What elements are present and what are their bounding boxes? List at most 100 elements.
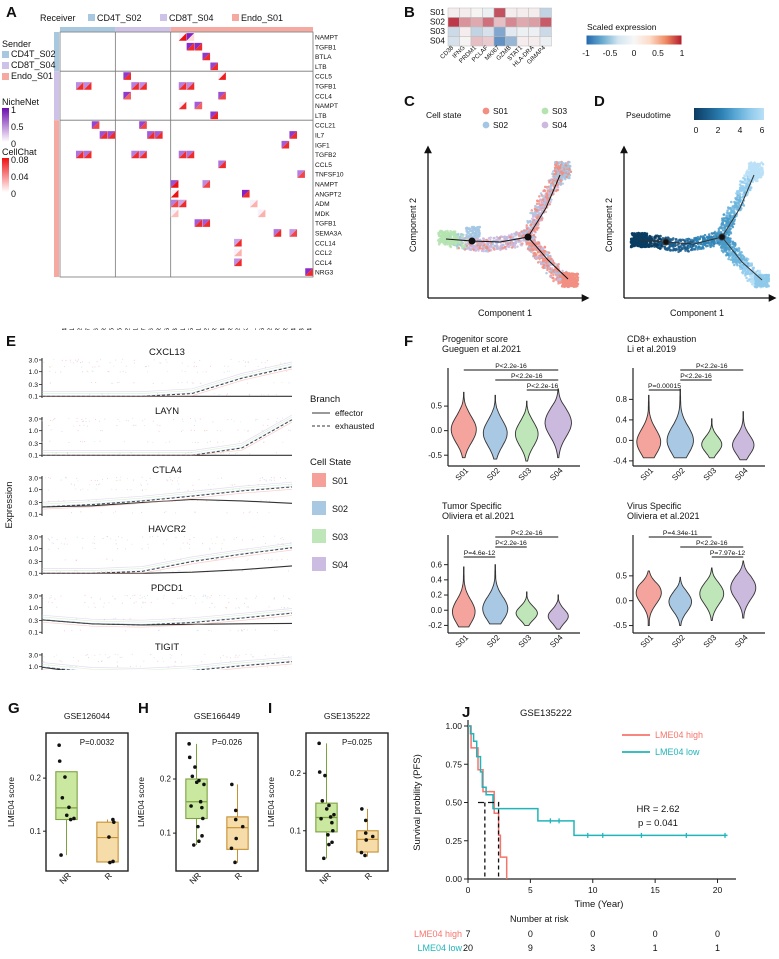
dotplot-cell <box>210 62 218 71</box>
nichenet-triangle <box>155 131 163 139</box>
violin-shape <box>730 560 757 619</box>
receiver-strip <box>115 27 171 32</box>
boxplot-box <box>96 821 119 863</box>
panelf-title2: Gueguen et al.2021 <box>442 344 521 354</box>
paneld-xlabel: Component 1 <box>670 308 724 318</box>
panelH-title: GSE166449 <box>194 711 241 721</box>
violin-shape <box>732 411 755 461</box>
panel-a-col-label: CCR5 <box>117 328 124 330</box>
risk-row-value: 9 <box>528 943 533 953</box>
nichenet-triangle <box>273 229 282 237</box>
panel-a-col-label: IL7R <box>283 328 290 330</box>
receiver-legend-swatch <box>88 14 95 21</box>
receiver-legend-label: CD4T_S02 <box>97 13 142 23</box>
pvalue-label: P<2.2e-16 <box>527 383 559 390</box>
panelf-xtick: S01 <box>454 633 471 650</box>
violin-shape <box>636 394 662 459</box>
panel-a-row-label: CCL4 <box>315 93 332 100</box>
pvalue-label: P<2.2e-16 <box>696 363 728 370</box>
boxplot-point <box>363 831 368 835</box>
panelI-ytick: 0.2 <box>290 769 302 778</box>
receiver-legend-swatch <box>160 14 167 21</box>
nichenet-legend-title: NicheNet <box>2 97 40 107</box>
violin-shape <box>515 591 538 626</box>
pvalue-label: P=4.6e-12 <box>464 550 496 557</box>
panele-ytick: 0.1 <box>29 512 39 519</box>
boxplot-point <box>60 795 65 800</box>
pvalue-label: P=0.00015 <box>648 383 681 390</box>
violin-shape <box>544 388 572 459</box>
panel-c-letter: C <box>404 93 415 110</box>
panele-state-swatch <box>312 529 326 543</box>
panele-points <box>41 417 291 455</box>
panelf-title2: Oliviera et al.2021 <box>442 511 515 521</box>
cellchat-triangle <box>210 111 218 120</box>
nichenet-triangle <box>202 219 211 227</box>
boxplot-point <box>327 842 331 847</box>
panele-state-line <box>42 542 293 569</box>
panelj-legend-label: LME04 high <box>655 730 703 740</box>
panelf-ytick: -0.5 <box>613 621 627 630</box>
panele-state-line <box>41 615 293 628</box>
panel-d-pseudotime: Pseudotime 0 2 4 6 Component 1 Component 2 <box>604 108 777 318</box>
panele-state-line <box>42 418 293 456</box>
panelf-xtick: S01 <box>454 466 471 483</box>
panel-a-row-label: CCL14 <box>315 240 336 247</box>
heatmap-cell <box>516 26 529 37</box>
panelb-legend-title: Scaled expression <box>587 22 657 32</box>
panel-a-col-label: CCR4 <box>61 328 68 330</box>
panelf-title1: Virus Specific <box>627 501 682 511</box>
cellchat-triangle <box>131 82 139 90</box>
nichenet-triangle <box>178 33 187 41</box>
boxplot-point <box>187 755 192 760</box>
panelf-ytick: -0.5 <box>428 451 442 460</box>
panelG-ylabel: LME04 score <box>6 777 16 827</box>
receiver-legend-title: Receiver <box>40 13 76 23</box>
violin-shape <box>482 564 509 625</box>
nichenet-tick: 0.5 <box>11 122 24 132</box>
panel-a-row-label: TGFB1 <box>315 221 337 228</box>
panele-branch-title: Branch <box>310 394 340 405</box>
dotplot-cell <box>83 82 92 90</box>
panelc-legend-dot <box>541 121 549 129</box>
panelf-xtick: S04 <box>548 633 565 650</box>
cellchat-triangle <box>289 131 298 139</box>
sender-legend-label: CD8T_S04 <box>11 60 56 70</box>
pvalue-label: P<2.2e-16 <box>495 540 527 547</box>
panelf-ytick: -0.2 <box>428 621 442 630</box>
cellchat-legend-title: CellChat <box>2 147 37 157</box>
nichenet-triangle <box>123 91 131 100</box>
panele-state-line <box>41 488 293 510</box>
cellchat-triangle <box>194 101 203 110</box>
dotplot-cell <box>91 121 100 129</box>
panel-a-col-label: TGFBR1 <box>196 328 203 330</box>
panel-a-col-label: TGFBR1 <box>132 328 139 330</box>
cellchat-triangle <box>170 189 179 198</box>
panelc-legend-dot <box>482 107 490 115</box>
panel-a-col-label: ITGB1 <box>180 328 187 330</box>
heatmap-cell <box>482 17 495 28</box>
panel-a-row-label: MDK <box>315 211 330 218</box>
cellchat-triangle <box>202 180 211 188</box>
receiver-legend-label: Endo_S01 <box>241 13 283 23</box>
heatmap-cell <box>539 7 552 18</box>
dotplot-cell <box>75 150 84 159</box>
boxplot-point <box>320 799 325 803</box>
sender-strip <box>54 71 59 121</box>
panelf-xtick: S02 <box>485 466 502 483</box>
dotplot-cell <box>234 258 242 267</box>
paneld-skeleton <box>639 174 763 281</box>
panel-a-row-label: ANGPT2 <box>315 191 342 198</box>
cellchat-triangle <box>234 248 242 257</box>
panelI-xtick: NR <box>317 870 333 886</box>
dotplot-cell <box>123 72 131 80</box>
panelc-legend-dot <box>541 107 549 115</box>
panel-a-row-label: NRG3 <box>315 270 334 277</box>
nichenet-triangle <box>91 121 100 129</box>
panele-state-line <box>42 544 293 571</box>
cellchat-triangle <box>234 258 242 267</box>
heatmap-cell <box>493 26 506 37</box>
panel-a-row-label: TGFB2 <box>315 152 337 159</box>
boxplot-point <box>330 820 334 825</box>
dotplot-cell <box>178 150 187 159</box>
